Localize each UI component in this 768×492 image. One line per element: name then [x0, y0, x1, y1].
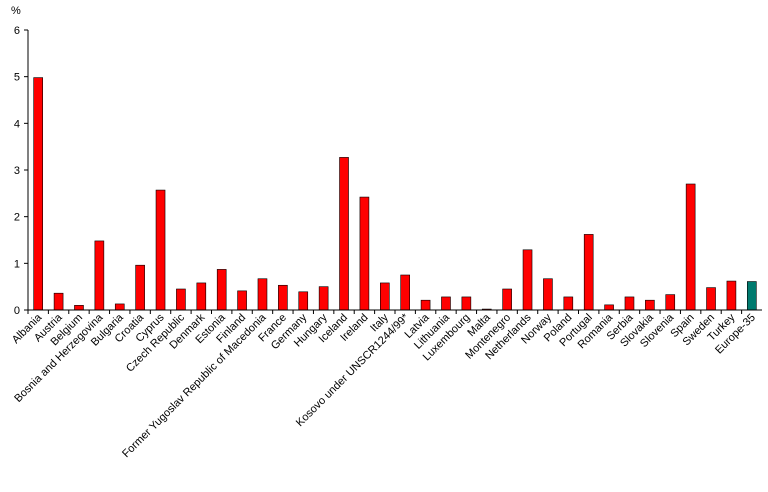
- bar-denmark: [196, 282, 207, 311]
- bar-cyprus: [155, 189, 166, 311]
- bar-former-yugoslav-republic-of-macedonia: [257, 278, 268, 311]
- bar-slovenia: [665, 294, 676, 311]
- y-tick-label: 4: [14, 118, 20, 130]
- bar-bulgaria: [114, 303, 125, 311]
- bar-bosnia-and-herzegovina: [94, 240, 105, 311]
- y-tick-label: 0: [14, 305, 20, 317]
- bar-austria: [53, 292, 64, 311]
- bar-estonia: [216, 269, 227, 311]
- bar-hungary: [318, 286, 329, 311]
- bar-croatia: [135, 264, 145, 311]
- bar-italy: [380, 282, 390, 311]
- y-tick-label: 5: [14, 72, 20, 84]
- y-tick-label: 3: [14, 165, 20, 177]
- bar-sweden: [706, 287, 716, 311]
- bar-montenegro: [502, 288, 512, 311]
- bar-ireland: [359, 196, 370, 311]
- bar-czech-republic: [176, 288, 186, 311]
- y-axis-unit-label: %: [11, 5, 21, 17]
- y-tick-label: 2: [14, 212, 20, 224]
- bar-turkey: [726, 280, 737, 311]
- bar-albania: [33, 77, 43, 311]
- bar-latvia: [420, 299, 431, 311]
- bar-luxembourg: [461, 296, 472, 311]
- bar-netherlands: [522, 249, 533, 311]
- y-tick-label: 6: [14, 25, 20, 37]
- bar-slovakia: [645, 299, 655, 311]
- bar-lithuania: [441, 296, 451, 311]
- bar-france: [278, 284, 288, 311]
- y-axis-ticks: 0 1 2 3 4 5 6: [14, 25, 28, 317]
- bar-belgium: [74, 305, 84, 311]
- bars-group: [33, 77, 757, 311]
- bar-iceland: [339, 157, 349, 311]
- bar-europe-35: [747, 281, 757, 311]
- bar-kosovo-under-unscr1244-99: [400, 274, 410, 311]
- y-tick-label: 1: [14, 258, 20, 270]
- bar-finland: [237, 290, 247, 311]
- bar-poland: [563, 296, 574, 311]
- bar-romania: [604, 304, 614, 311]
- bar-norway: [543, 278, 553, 311]
- bar-spain: [685, 183, 696, 311]
- bar-germany: [298, 291, 309, 311]
- bar-portugal: [583, 234, 594, 311]
- bar-serbia: [624, 296, 635, 311]
